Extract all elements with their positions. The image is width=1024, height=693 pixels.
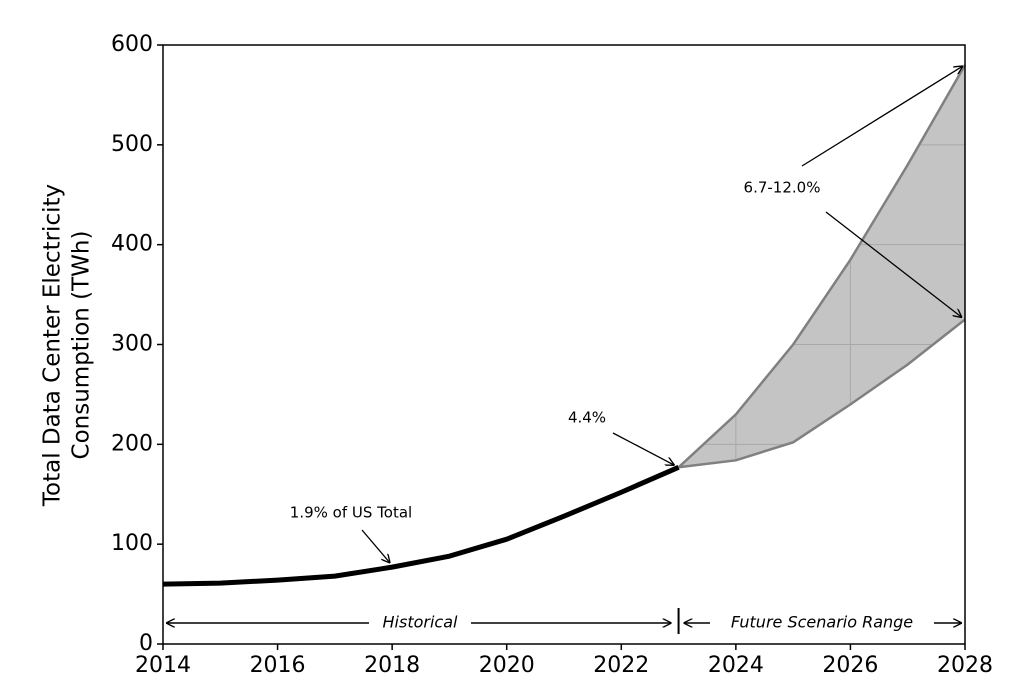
x-tick-label: 2024 bbox=[708, 653, 764, 678]
annotation-arrow bbox=[612, 432, 675, 465]
y-tick-label: 300 bbox=[111, 332, 153, 357]
x-tick-label: 2016 bbox=[250, 653, 306, 678]
annotation: 1.9% of US Total bbox=[290, 504, 412, 522]
y-tick-label: 0 bbox=[139, 631, 153, 656]
region-label: Historical bbox=[383, 613, 459, 632]
y-tick-label: 600 bbox=[111, 32, 153, 57]
band-edge bbox=[678, 318, 966, 469]
x-tick-label: 2018 bbox=[364, 653, 420, 678]
annotation: 4.4% bbox=[568, 409, 606, 427]
annotation-arrow bbox=[801, 66, 963, 167]
series-line bbox=[162, 465, 680, 587]
y-tick-label: 500 bbox=[111, 132, 153, 157]
y-tick-label: 100 bbox=[111, 531, 153, 556]
scenario-band bbox=[678, 64, 965, 468]
region-label: Future Scenario Range bbox=[731, 613, 913, 632]
x-tick-label: 2028 bbox=[937, 653, 993, 678]
y-tick-label: 400 bbox=[111, 232, 153, 257]
y-axis-label: Total Data Center Electricity bbox=[40, 184, 66, 507]
x-tick-label: 2020 bbox=[479, 653, 535, 678]
annotation-arrow bbox=[825, 211, 962, 318]
x-tick-label: 2014 bbox=[135, 653, 191, 678]
x-tick-label: 2022 bbox=[593, 653, 649, 678]
y-axis-label: Consumption (TWh) bbox=[69, 231, 95, 460]
y-tick-label: 200 bbox=[111, 431, 153, 456]
annotation-arrow bbox=[361, 529, 390, 563]
band-grid bbox=[678, 64, 965, 468]
band-edge bbox=[677, 64, 967, 469]
annotation: 6.7-12.0% bbox=[744, 179, 821, 197]
x-tick-label: 2026 bbox=[822, 653, 878, 678]
